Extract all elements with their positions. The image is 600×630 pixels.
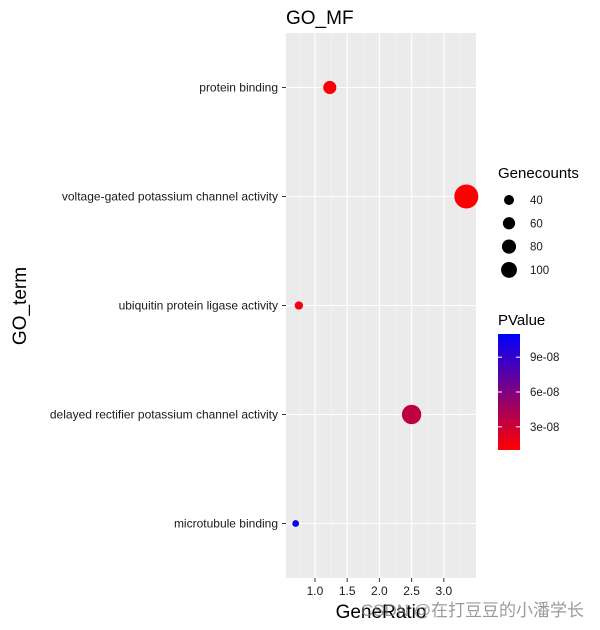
size-legend-label: 100 [530,265,549,277]
data-point [454,184,479,209]
y-tick-label: protein binding [199,81,278,95]
y-axis-title: GO_term [10,267,31,345]
data-point [323,80,337,95]
x-tick-label: 2.0 [371,584,388,598]
grid-lines [286,33,476,578]
y-axis-ticks: protein binding voltage-gated potassium c… [50,81,286,531]
size-legend-label: 80 [530,242,543,254]
color-legend-label: 9e-08 [530,352,559,364]
x-axis-title: GeneRatio [336,602,427,623]
y-tick-label: delayed rectifier potassium channel acti… [50,408,278,422]
y-tick-label: voltage-gated potassium channel activity [62,190,278,204]
x-tick-label: 3.0 [435,584,452,598]
color-bar [498,334,520,450]
size-legend-title: Genecounts [498,165,579,182]
y-tick-label: microtubule binding [174,517,278,531]
x-tick-label: 1.0 [307,584,324,598]
size-legend-key [502,217,516,230]
data-points [292,80,479,527]
chart-title: GO_MF [286,8,354,29]
x-axis-ticks: 1.0 1.5 2.0 2.5 3.0 [307,578,452,598]
data-point [294,301,304,310]
x-tick-label: 2.5 [403,584,420,598]
color-legend-title: PValue [498,312,545,329]
color-legend-label: 3e-08 [530,422,559,434]
size-legend: Genecounts 40 60 80 100 [498,165,579,278]
x-tick-label: 1.5 [339,584,356,598]
color-legend: PValue 9e-08 6e-08 3e-08 [498,312,559,450]
size-legend-key [501,261,517,278]
color-legend-label: 6e-08 [530,387,559,399]
size-legend-label: 40 [530,195,543,207]
size-legend-key [501,239,517,254]
data-point [401,404,422,425]
size-legend-key [503,194,515,206]
data-point [292,520,300,527]
size-legend-label: 60 [530,218,543,230]
watermark: CSDN @在打豆豆的小潘学长 [361,601,584,620]
y-tick-label: ubiquitin protein ligase activity [119,299,278,313]
